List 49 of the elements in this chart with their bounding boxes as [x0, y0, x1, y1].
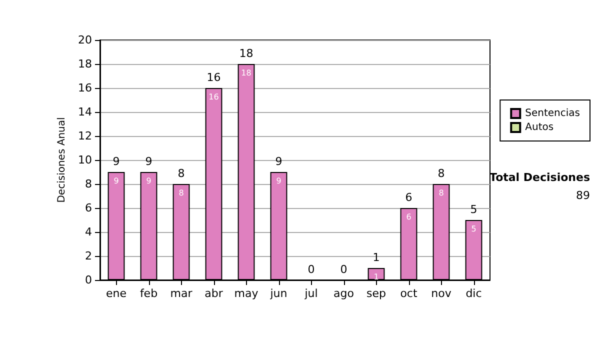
y-axis-title: Decisiones Anual: [56, 117, 68, 203]
total-label: 9: [145, 155, 152, 168]
y-tick-label: 10: [78, 154, 92, 166]
y-tick-label: 6: [85, 202, 92, 214]
text: 89: [576, 189, 590, 202]
total-label: 8: [438, 167, 445, 180]
y-tick-label: 0: [85, 274, 92, 286]
x-tick-label: mar: [170, 287, 193, 300]
total-label: 18: [239, 47, 254, 60]
total-label: 9: [275, 155, 282, 168]
total-label: 1: [372, 251, 380, 264]
y-tick-label: 16: [78, 82, 92, 94]
total-label: 9: [112, 155, 120, 168]
data-label: 16: [208, 92, 219, 102]
data-label: 5: [471, 224, 476, 234]
data-label: 6: [406, 212, 412, 222]
total-label: 5: [470, 203, 478, 216]
y-tick-label: 18: [78, 58, 92, 70]
x-tick-label: sep: [366, 287, 386, 300]
y-tick-label: 14: [78, 106, 92, 118]
y-tick-label: 12: [78, 130, 92, 142]
total-label: 6: [405, 191, 412, 204]
x-tick-label: ago: [334, 287, 354, 300]
data-label: 9: [276, 176, 282, 186]
y-tick-label: 20: [78, 34, 92, 46]
legend-label: Sentencias: [525, 108, 580, 119]
x-tick-label: oct: [400, 287, 418, 300]
x-tick-label: nov: [431, 287, 452, 300]
data-label: 9: [146, 176, 152, 186]
data-label: 8: [438, 188, 444, 198]
data-label: 18: [241, 68, 252, 78]
annotation: Total Decisiones: [490, 171, 590, 184]
y-tick-label: 2: [85, 250, 92, 262]
legend-label: Autos: [525, 122, 554, 133]
x-tick-label: abr: [204, 287, 224, 300]
x-tick-label: jul: [304, 287, 318, 300]
x-tick-label: dic: [466, 287, 482, 300]
data-label: 8: [178, 188, 184, 198]
total-label: 8: [178, 167, 185, 180]
x-tick-label: may: [234, 287, 259, 300]
y-tick-label: 8: [85, 178, 92, 190]
y-tick-label: 4: [85, 226, 92, 238]
data-label: 9: [114, 176, 119, 186]
total-label: 16: [206, 71, 221, 84]
total-label: 0: [308, 263, 315, 276]
x-tick-label: ene: [106, 287, 127, 300]
x-tick-label: feb: [140, 287, 158, 300]
total-label: 0: [340, 263, 348, 276]
x-tick-label: jun: [269, 287, 288, 300]
